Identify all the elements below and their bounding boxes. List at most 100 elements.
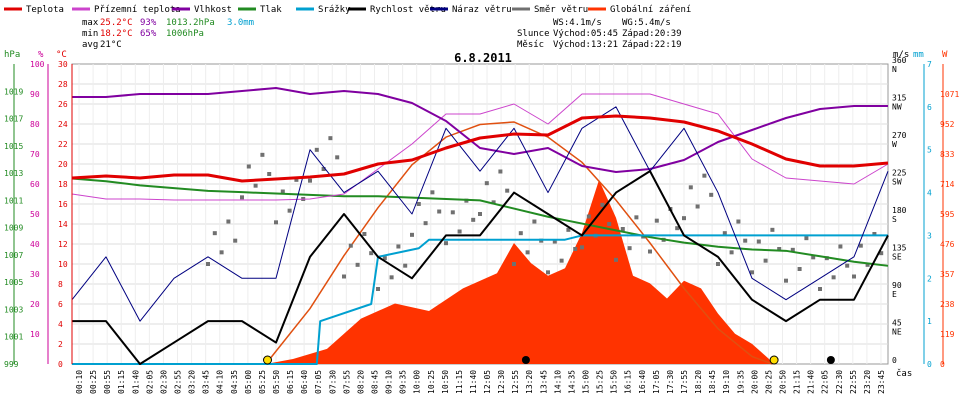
wind-direction-point bbox=[600, 202, 605, 207]
radiation-tick-label: 833 bbox=[940, 150, 955, 159]
wind-direction-point bbox=[403, 263, 408, 268]
x-tick-label: 17:55 bbox=[680, 370, 689, 394]
wind-direction-point bbox=[498, 169, 503, 174]
wind-direction-point bbox=[736, 219, 741, 224]
wind-direction-point bbox=[219, 250, 224, 255]
wind-speed-line bbox=[72, 170, 889, 365]
wind-direction-point bbox=[226, 219, 231, 224]
wind-direction-point bbox=[872, 232, 877, 236]
humidity-tick-label: 60 bbox=[30, 180, 40, 189]
summary-min-temp: 18.2°C bbox=[100, 29, 133, 39]
wind-direction-point bbox=[838, 244, 843, 249]
wind-direction-point bbox=[505, 188, 510, 193]
x-tick-label: 12:30 bbox=[497, 370, 506, 394]
direction-tick-label: W bbox=[892, 140, 897, 149]
x-tick-label: 08:20 bbox=[356, 370, 365, 394]
x-tick-label: 20:00 bbox=[750, 370, 759, 394]
radiation-area bbox=[72, 179, 888, 364]
radiation-tick-label: 476 bbox=[940, 240, 955, 249]
rain-axis-unit: mm bbox=[913, 50, 924, 60]
wind-direction-point bbox=[756, 239, 761, 244]
astro-ws: WS:4.1m/s bbox=[553, 18, 602, 28]
wind-direction-point bbox=[382, 256, 387, 261]
wind-direction-point bbox=[362, 232, 367, 236]
wind-direction-point bbox=[648, 249, 652, 254]
humidity-tick-label: 90 bbox=[30, 90, 40, 99]
sunset-marker bbox=[769, 355, 779, 365]
wind-direction-point bbox=[260, 152, 265, 157]
x-tick-label: 13:45 bbox=[539, 370, 548, 394]
x-tick-label: 22:05 bbox=[821, 370, 830, 394]
wind-direction-point bbox=[770, 227, 775, 232]
summary-max-hum: 93% bbox=[140, 18, 157, 28]
humidity-tick-label: 20 bbox=[30, 300, 40, 309]
x-tick-label: 09:10 bbox=[385, 370, 394, 394]
radiation-tick-label: 238 bbox=[940, 300, 955, 309]
wind-direction-point bbox=[430, 190, 435, 195]
humidity-tick-label: 50 bbox=[30, 210, 40, 219]
summary-max-label: max bbox=[82, 18, 99, 28]
x-tick-label: 18:45 bbox=[708, 370, 717, 394]
wind-gust-line bbox=[71, 106, 889, 322]
rain-tick-label: 0 bbox=[927, 360, 932, 369]
x-tick-label: 09:35 bbox=[399, 370, 408, 394]
humidity-axis-unit: % bbox=[38, 50, 44, 60]
direction-axis-unit: m/s bbox=[893, 50, 909, 60]
x-tick-label: 23:45 bbox=[877, 370, 886, 394]
wind-direction-point bbox=[580, 245, 584, 250]
x-tick-label: 11:15 bbox=[455, 370, 464, 394]
direction-tick-label: S bbox=[892, 215, 897, 224]
hpa-tick-label: 1001 bbox=[4, 333, 23, 342]
wind-direction-point bbox=[294, 177, 299, 182]
x-tick-label: 02:05 bbox=[145, 370, 154, 394]
x-tick-label: 05:25 bbox=[258, 370, 267, 394]
legend-label: Srážky bbox=[318, 5, 351, 15]
direction-tick-label: 270 bbox=[892, 131, 907, 140]
temp-tick-label: 20 bbox=[58, 160, 68, 169]
direction-tick-label: 360 bbox=[892, 56, 907, 65]
x-tick-label: 22:30 bbox=[835, 370, 844, 394]
astro-sun-set: Západ:20:39 bbox=[622, 29, 682, 39]
x-tick-label: 12:55 bbox=[511, 370, 520, 394]
x-tick-label: 13:20 bbox=[525, 370, 534, 394]
legend-label: Směr větru bbox=[534, 5, 588, 15]
x-tick-label: 00:55 bbox=[103, 370, 112, 394]
direction-tick-label: 135 bbox=[892, 244, 907, 253]
hpa-tick-label: 1017 bbox=[4, 115, 23, 124]
wind-direction-point bbox=[743, 238, 748, 243]
wind-direction-point bbox=[376, 287, 380, 291]
wind-direction-point bbox=[845, 263, 850, 268]
hpa-axis-unit: hPa bbox=[4, 50, 20, 60]
humidity-tick-label: 40 bbox=[30, 240, 40, 249]
wind-direction-point bbox=[607, 222, 612, 226]
wind-direction-point bbox=[369, 251, 374, 256]
hpa-tick-label: 1005 bbox=[4, 278, 23, 287]
wind-direction-point bbox=[702, 173, 707, 178]
rain-tick-label: 4 bbox=[927, 189, 932, 198]
wind-direction-point bbox=[206, 262, 210, 266]
x-tick-label: 17:05 bbox=[652, 370, 661, 394]
temp-tick-label: 10 bbox=[58, 260, 68, 269]
astro-wg: WG:5.4m/s bbox=[622, 18, 671, 28]
wind-direction-point bbox=[437, 209, 442, 214]
ground-temperature-line bbox=[71, 93, 889, 201]
rain-tick-label: 3 bbox=[927, 231, 932, 240]
temp-tick-label: 0 bbox=[58, 360, 63, 369]
x-tick-label: 22:55 bbox=[849, 370, 858, 394]
wind-direction-point bbox=[546, 270, 550, 275]
wind-direction-point bbox=[688, 185, 693, 190]
wind-direction-point bbox=[233, 238, 238, 243]
wind-direction-point bbox=[240, 195, 244, 200]
wind-direction-point bbox=[865, 262, 870, 267]
wind-direction-point bbox=[552, 239, 557, 244]
wind-direction-point bbox=[709, 192, 714, 197]
hpa-tick-label: 1015 bbox=[4, 142, 23, 151]
rain-tick-label: 6 bbox=[927, 103, 932, 112]
x-tick-label: 16:15 bbox=[624, 370, 633, 394]
legend-label: Vlhkost bbox=[194, 5, 232, 15]
wind-direction-point bbox=[512, 262, 516, 266]
wind-direction-point bbox=[722, 231, 727, 236]
legend-label: Tlak bbox=[260, 5, 282, 15]
x-tick-label: 06:40 bbox=[300, 370, 309, 394]
